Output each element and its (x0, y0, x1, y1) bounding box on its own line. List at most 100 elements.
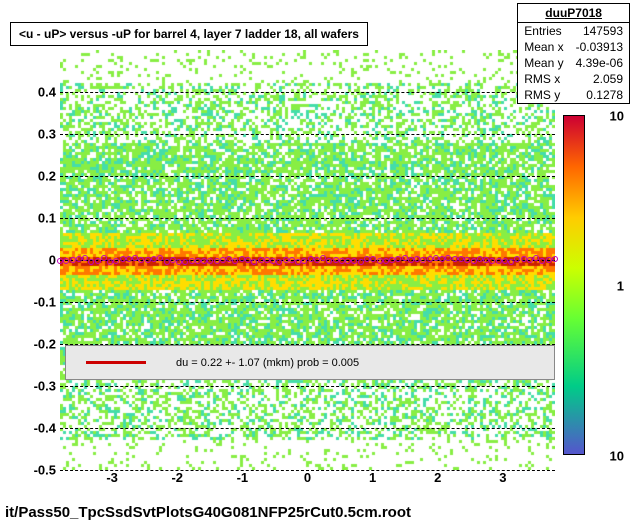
fit-text: du = 0.22 +- 1.07 (mkm) prob = 0.005 (176, 357, 359, 369)
stats-entries-label: Entries (524, 24, 561, 38)
profile-marker (552, 256, 558, 262)
fit-line-icon (86, 361, 146, 364)
file-path-footer: it/Pass50_TpcSsdSvtPlotsG40G081NFP25rCut… (0, 504, 640, 521)
profile-marker (95, 258, 101, 264)
y-tick: 0.4 (38, 85, 56, 100)
stats-entries-value: 147593 (583, 24, 623, 38)
profile-marker (88, 259, 94, 265)
profile-marker (345, 258, 351, 264)
x-tick: 0 (304, 470, 311, 485)
profile-marker (251, 259, 257, 265)
profile-marker (358, 259, 364, 265)
profile-marker (333, 257, 339, 263)
profile-marker (132, 255, 138, 261)
profile-marker (502, 258, 508, 264)
y-tick: 0.2 (38, 169, 56, 184)
stats-meanx: Mean x -0.03913 (518, 39, 629, 55)
profile-marker (295, 259, 301, 265)
colorbar-tick: 10 (610, 449, 624, 464)
colorbar-tick: 1 (617, 279, 624, 294)
stats-rmsx-label: RMS x (524, 72, 560, 86)
plot-area (60, 50, 555, 470)
profile-marker (201, 258, 207, 264)
profile-marker (314, 257, 320, 263)
stats-meanx-label: Mean x (524, 40, 563, 54)
colorbar: 10110 (563, 115, 585, 455)
grid-line (60, 176, 555, 177)
profile-marker (496, 258, 502, 264)
profile-marker (351, 258, 357, 264)
profile-marker (113, 258, 119, 264)
y-tick: 0.1 (38, 211, 56, 226)
profile-marker (464, 257, 470, 263)
y-axis: -0.5-0.4-0.3-0.2-0.100.10.20.30.4 (0, 50, 60, 470)
profile-marker (70, 257, 76, 263)
profile-marker (521, 256, 527, 262)
profile-marker (477, 256, 483, 262)
profile-marker (320, 255, 326, 261)
profile-marker (207, 258, 213, 264)
stats-rmsy: RMS y 0.1278 (518, 87, 629, 103)
profile-marker (195, 258, 201, 264)
profile-marker (364, 256, 370, 262)
x-axis: -3-2-10123 (60, 470, 555, 500)
x-tick: -1 (237, 470, 249, 485)
profile-marker (264, 257, 270, 263)
profile-marker (151, 256, 157, 262)
profile-marker (182, 259, 188, 265)
profile-marker (395, 256, 401, 262)
x-tick: 1 (369, 470, 376, 485)
profile-marker (176, 259, 182, 265)
profile-marker (283, 257, 289, 263)
profile-marker (101, 255, 107, 261)
y-tick: -0.3 (34, 379, 56, 394)
profile-marker (226, 256, 232, 262)
profile-marker (539, 258, 545, 264)
y-tick: -0.1 (34, 295, 56, 310)
stats-meany-label: Mean y (524, 56, 563, 70)
stats-rmsy-label: RMS y (524, 88, 560, 102)
profile-marker (489, 258, 495, 264)
profile-marker (245, 257, 251, 263)
grid-line (60, 134, 555, 135)
y-tick: -0.4 (34, 421, 56, 436)
profile-marker (527, 257, 533, 263)
stats-rmsx: RMS x 2.059 (518, 71, 629, 87)
y-tick: 0 (49, 253, 56, 268)
grid-line (60, 428, 555, 429)
grid-line (60, 92, 555, 93)
x-tick: -3 (106, 470, 118, 485)
profile-marker (220, 257, 226, 263)
profile-marker (120, 256, 126, 262)
plot-title: <u - uP> versus -uP for barrel 4, layer … (10, 22, 368, 46)
stats-rmsx-value: 2.059 (593, 72, 623, 86)
profile-marker (76, 256, 82, 262)
profile-marker (414, 256, 420, 262)
profile-marker (433, 255, 439, 261)
fit-legend: du = 0.22 +- 1.07 (mkm) prob = 0.005 (65, 345, 555, 380)
stats-entries: Entries 147593 (518, 23, 629, 39)
stats-rmsy-value: 0.1278 (586, 88, 623, 102)
stats-meanx-value: -0.03913 (576, 40, 623, 54)
stats-name: duuP7018 (518, 4, 629, 23)
profile-marker (232, 258, 238, 264)
stats-meany-value: 4.39e-06 (576, 56, 623, 70)
profile-marker (339, 258, 345, 264)
y-tick: 0.3 (38, 127, 56, 142)
x-tick: -2 (171, 470, 183, 485)
profile-marker (170, 257, 176, 263)
profile-marker (57, 258, 63, 264)
grid-line (60, 386, 555, 387)
grid-line (60, 302, 555, 303)
profile-marker (508, 259, 514, 265)
profile-marker (189, 258, 195, 264)
profile-marker (408, 257, 414, 263)
profile-marker (439, 256, 445, 262)
profile-marker (138, 257, 144, 263)
profile-marker (383, 258, 389, 264)
y-tick: -0.5 (34, 463, 56, 478)
x-tick: 2 (434, 470, 441, 485)
profile-marker (458, 256, 464, 262)
stats-meany: Mean y 4.39e-06 (518, 55, 629, 71)
grid-line (60, 218, 555, 219)
